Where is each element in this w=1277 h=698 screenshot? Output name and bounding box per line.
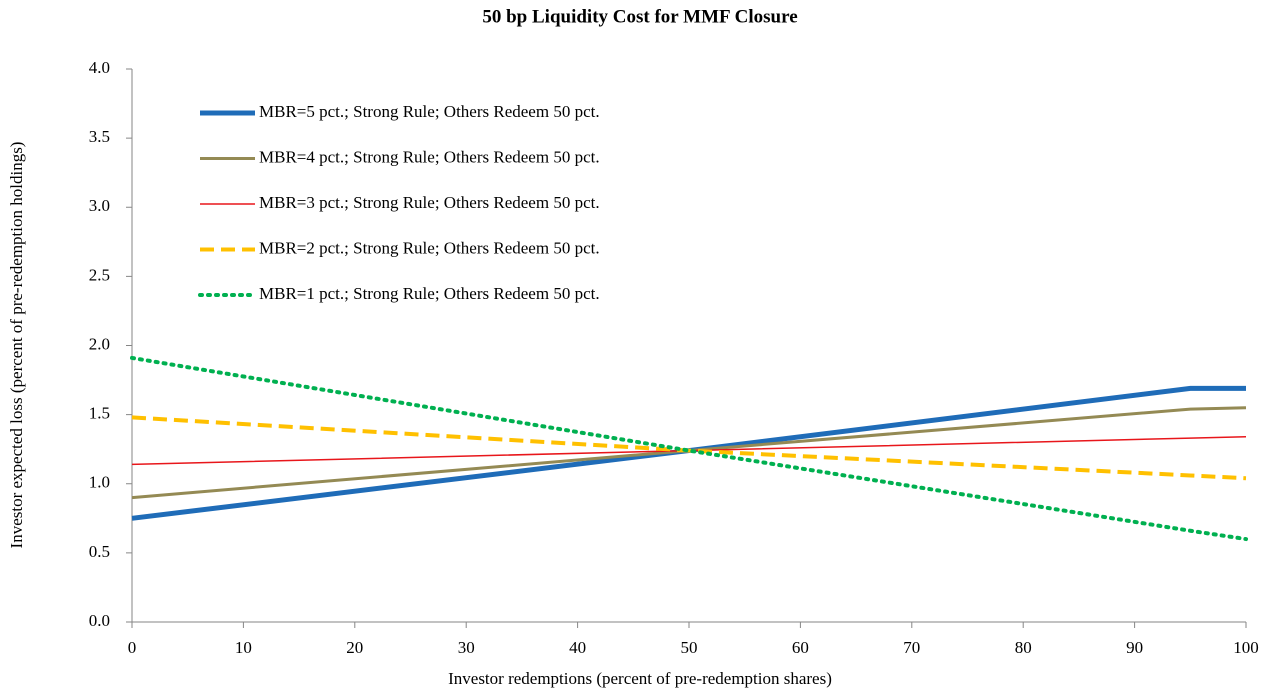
x-tick-label: 60	[792, 638, 809, 657]
series-line	[131, 415, 1247, 481]
x-tick-label: 30	[458, 638, 475, 657]
chart-title: 50 bp Liquidity Cost for MMF Closure	[482, 6, 797, 27]
legend-label: MBR=4 pct.; Strong Rule; Others Redeem 5…	[259, 147, 600, 166]
x-axis-label: Investor redemptions (percent of pre-red…	[448, 669, 832, 688]
series-line	[130, 355, 1248, 542]
y-tick-label: 1.5	[89, 404, 110, 423]
x-tick-label: 0	[128, 638, 137, 657]
y-tick-label: 2.5	[89, 265, 110, 284]
x-tick-label: 80	[1015, 638, 1032, 657]
x-tick-label: 70	[903, 638, 920, 657]
y-axis-label: Investor expected loss (percent of pre-r…	[7, 142, 26, 549]
x-tick-label: 40	[569, 638, 586, 657]
legend-label: MBR=5 pct.; Strong Rule; Others Redeem 5…	[259, 102, 600, 121]
x-tick-label: 20	[346, 638, 363, 657]
legend-label: MBR=3 pct.; Strong Rule; Others Redeem 5…	[259, 193, 600, 212]
x-tick-label: 100	[1233, 638, 1259, 657]
series-line	[131, 406, 1247, 500]
series-line	[131, 385, 1246, 521]
x-tick-label: 10	[235, 638, 252, 657]
y-tick-label: 2.0	[89, 334, 110, 353]
y-tick-label: 0.0	[89, 611, 110, 630]
y-tick-label: 1.0	[89, 473, 110, 492]
x-tick-label: 90	[1126, 638, 1143, 657]
y-tick-label: 3.0	[89, 196, 110, 215]
y-tick-label: 4.0	[89, 58, 110, 77]
y-tick-label: 0.5	[89, 542, 110, 561]
y-tick-label: 3.5	[89, 127, 110, 146]
legend-label: MBR=1 pct.; Strong Rule; Others Redeem 5…	[259, 284, 600, 303]
series-line	[131, 435, 1247, 466]
x-tick-label: 50	[681, 638, 698, 657]
legend-label: MBR=2 pct.; Strong Rule; Others Redeem 5…	[259, 238, 600, 257]
